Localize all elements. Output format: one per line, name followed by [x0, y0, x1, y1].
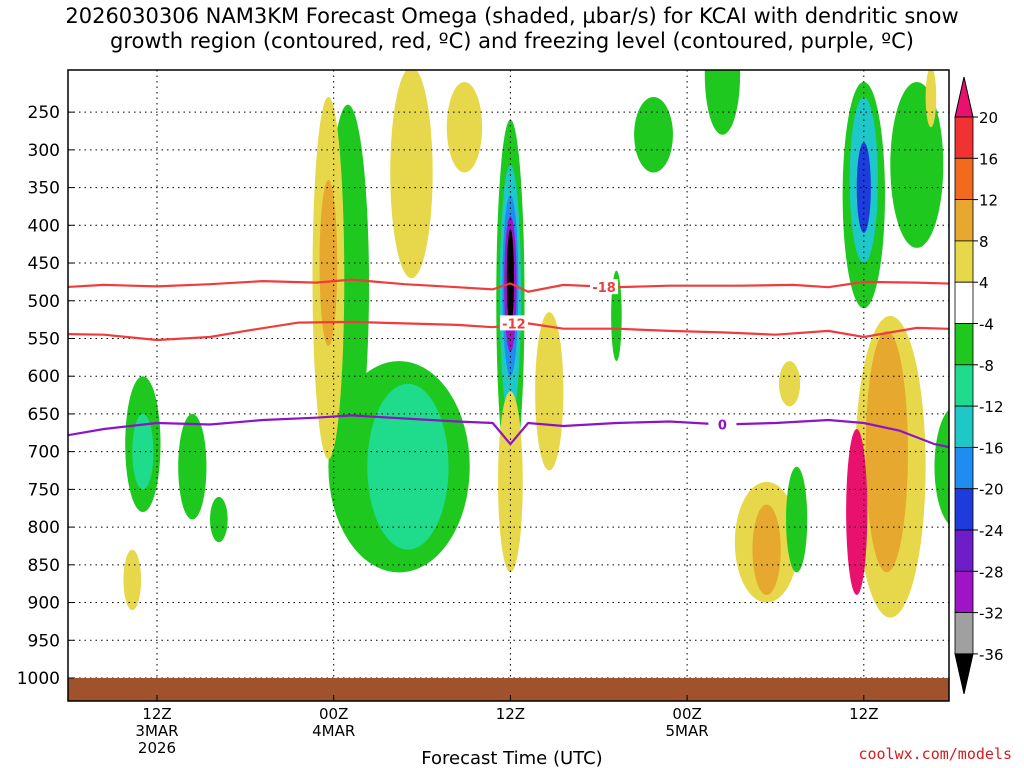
shade-magenta-right-lower — [846, 429, 868, 596]
colorbar-bin-11 — [954, 529, 974, 572]
xtick-label-10-0: 00Z — [319, 705, 348, 723]
shade-orange-4mar — [319, 180, 338, 347]
freezing-level-0-label-bg-1 — [708, 416, 737, 432]
shade-green-right-far — [934, 409, 949, 525]
ytick-label-950: 950 — [28, 631, 60, 651]
colorbar-bin-2 — [954, 157, 974, 201]
dgz-minus12-label-bg-1 — [499, 315, 528, 331]
pressure-axis: 250 300 350 400 450 500 550 600 650 700 750 800 850 9… — [17, 103, 74, 689]
plot-frame — [67, 69, 950, 702]
colorbar-arrow-bottom — [954, 653, 974, 695]
x-axis-label: Forecast Time (UTC) — [421, 748, 602, 768]
shade-yellow-core-2 — [535, 312, 564, 471]
colorbar-bin-12 — [954, 570, 974, 613]
dgz-minus18-label-1: -18 — [592, 281, 616, 296]
colorbar-label-7: -12 — [979, 398, 1004, 416]
ytick-label-1000: 1000 — [17, 669, 60, 689]
colorbar-bin-5 — [954, 281, 974, 324]
shade-green-5mar-top — [704, 70, 741, 135]
colorbar-label-4: 4 — [979, 274, 989, 292]
colorbar-bin-4 — [954, 240, 974, 283]
xtick-label-40-0: 12Z — [849, 705, 878, 723]
colorbar-label-11: -28 — [979, 563, 1004, 581]
chart-title: 2026030306 NAM3KM Forecast Omega (shaded… — [65, 4, 959, 53]
shade-black-core — [506, 229, 514, 328]
dgz-minus18-label-bg-1 — [590, 279, 619, 295]
ytick-label-400: 400 — [28, 216, 60, 236]
ytick-label-450: 450 — [28, 254, 60, 274]
ytick-label-900: 900 — [28, 594, 60, 614]
shade-band-c-outer — [210, 496, 228, 543]
xtick-label-20-0: 12Z — [496, 705, 525, 723]
ytick-label-250: 250 — [28, 103, 60, 123]
shade-orange-5mar-low — [752, 504, 781, 596]
colorbar-bin-9 — [954, 446, 974, 490]
xtick-label-30-1: 5MAR — [666, 722, 709, 740]
ytick-label-500: 500 — [28, 292, 60, 312]
ytick-label-350: 350 — [28, 179, 60, 199]
shade-yellow-far-upper — [925, 70, 937, 128]
colorbar-bin-7 — [954, 364, 974, 407]
colorbar-label-1: 16 — [979, 150, 998, 168]
freezing-level-0-line — [68, 414, 949, 449]
ytick-label-750: 750 — [28, 480, 60, 500]
colorbar-label-0: 20 — [979, 109, 998, 127]
colorbar-label-6: -8 — [979, 357, 994, 375]
shade-teal-lower-4mar — [367, 383, 449, 550]
colorbar-bin-3 — [954, 199, 974, 242]
colorbar-label-10: -24 — [979, 522, 1004, 540]
colorbar-arrow-top — [954, 76, 974, 118]
shade-green-5mar-low — [786, 466, 808, 573]
shade-yellow-5mar-mid — [778, 361, 801, 407]
shade-yellow-lower-core — [498, 391, 523, 573]
ytick-label-550: 550 — [28, 329, 60, 349]
colorbar-label-13: -36 — [979, 646, 1004, 664]
shade-band-b-outer — [178, 413, 207, 520]
dgz-minus12-label-1: -12 — [502, 317, 526, 332]
colorbar-label-12: -32 — [979, 605, 1004, 623]
xtick-label-30-0: 00Z — [672, 705, 701, 723]
dgz-minus18-line — [68, 278, 949, 293]
colorbar-label-5: -4 — [979, 316, 994, 334]
omega-shaded-field — [123, 70, 949, 618]
ytick-label-300: 300 — [28, 141, 60, 161]
colorbar-bin-8 — [954, 405, 974, 448]
colorbar-label-9: -20 — [979, 481, 1004, 499]
ytick-label-850: 850 — [28, 556, 60, 576]
shade-orange-right-lower — [865, 330, 908, 573]
colorbar: 20 16 12 8 4 -4 -8 -12 -16 -20 -24 -28 -32 -36 — [954, 76, 1004, 695]
xtick-label-10-1: 4MAR — [312, 722, 355, 740]
colorbar-bin-10 — [954, 488, 974, 531]
freezing-level-0-label-1: 0 — [718, 418, 727, 433]
shade-band-a-inner — [132, 413, 154, 490]
source-credit: coolwx.com/models — [858, 745, 1012, 763]
colorbar-label-8: -16 — [979, 439, 1004, 457]
dgz-minus12-line — [68, 320, 949, 342]
surface-terrain — [68, 678, 949, 701]
xtick-label-0-2: 2026 — [138, 739, 176, 757]
colorbar-label-3: 8 — [979, 233, 989, 251]
xtick-label-0-0: 12Z — [142, 705, 171, 723]
ytick-label-650: 650 — [28, 405, 60, 425]
shade-yellow-small-left — [123, 549, 142, 611]
shade-green-5mar-upper — [634, 97, 673, 173]
colorbar-bin-6 — [954, 323, 974, 366]
shade-blue-right-tall — [856, 142, 871, 233]
ytick-label-800: 800 — [28, 518, 60, 538]
colorbar-label-2: 12 — [979, 192, 998, 210]
ytick-label-600: 600 — [28, 367, 60, 387]
colorbar-bin-13 — [954, 612, 974, 655]
shade-yellow-top-mid — [446, 81, 483, 173]
colorbar-bin-1 — [954, 116, 974, 159]
xtick-label-0-1: 3MAR — [135, 722, 178, 740]
ytick-label-700: 700 — [28, 443, 60, 463]
shade-yellow-upper-mid — [390, 70, 433, 279]
